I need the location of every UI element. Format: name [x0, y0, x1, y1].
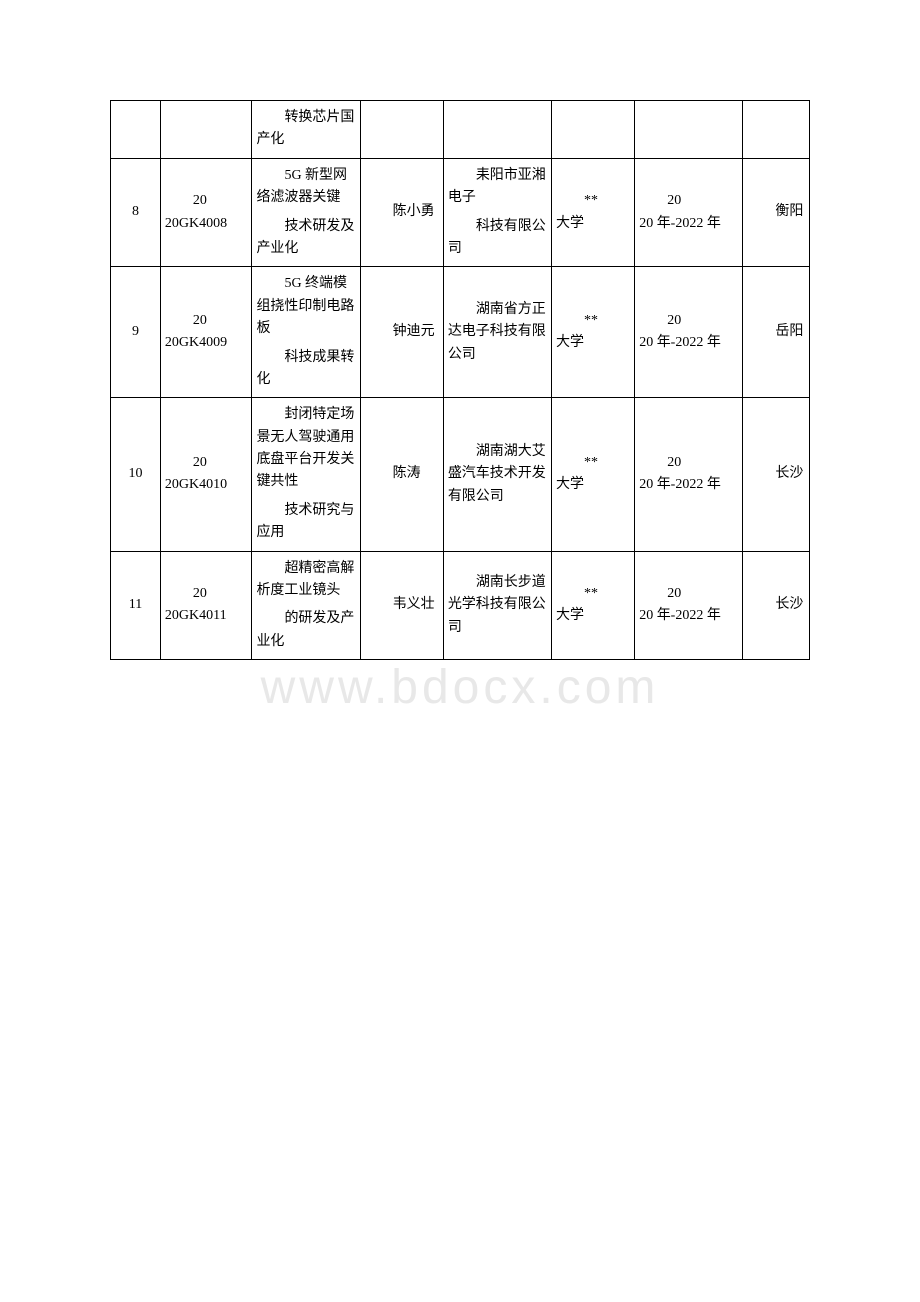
- topic-text-b: 技术研究与应用: [256, 500, 355, 545]
- cell-code: 20 20GK4008: [160, 158, 252, 267]
- cell-org: [443, 101, 551, 159]
- code-text-b: 20GK4008: [165, 213, 248, 235]
- cell-person: 陈小勇: [360, 158, 443, 267]
- cell-org: 湖南湖大艾盛汽车技术开发有限公司: [443, 398, 551, 551]
- cell-seq: 8: [111, 158, 161, 267]
- topic-text-b: 科技成果转化: [256, 347, 355, 392]
- cell-person: 钟迪元: [360, 267, 443, 398]
- table-row: 转换芯片国产化: [111, 101, 810, 159]
- cell-org: 湖南省方正达电子科技有限公司: [443, 267, 551, 398]
- cell-code: [160, 101, 252, 159]
- degree-text-a: **: [556, 190, 630, 212]
- cell-org: 耒阳市亚湘电子 科技有限公司: [443, 158, 551, 267]
- city-text: 长沙: [747, 594, 805, 616]
- cell-city: 长沙: [743, 551, 810, 660]
- city-text: 岳阳: [747, 321, 805, 343]
- cell-period: 20 20 年-2022 年: [635, 398, 743, 551]
- cell-code: 20 20GK4010: [160, 398, 252, 551]
- cell-degree: ** 大学: [551, 398, 634, 551]
- topic-text-a: 5G 终端模组挠性印制电路板: [256, 273, 355, 340]
- degree-text-b: 大学: [556, 474, 630, 496]
- cell-person: 韦义壮: [360, 551, 443, 660]
- period-text-a: 20: [639, 190, 738, 212]
- degree-text-a: **: [556, 452, 630, 474]
- org-text-b: 科技有限公司: [448, 216, 547, 261]
- topic-text: 转换芯片国产化: [256, 107, 355, 152]
- cell-topic: 转换芯片国产化: [252, 101, 360, 159]
- degree-text-a: **: [556, 310, 630, 332]
- code-text-a: 20: [165, 452, 248, 474]
- city-text: 衡阳: [747, 201, 805, 223]
- person-text: 韦义壮: [365, 594, 439, 616]
- degree-text-b: 大学: [556, 213, 630, 235]
- code-text-b: 20GK4009: [165, 332, 248, 354]
- table-row: 8 20 20GK4008 5G 新型网络滤波器关键 技术研发及产业化 陈小勇 …: [111, 158, 810, 267]
- topic-text-b: 的研发及产业化: [256, 608, 355, 653]
- person-text: 钟迪元: [365, 321, 439, 343]
- degree-text-b: 大学: [556, 605, 630, 627]
- watermark-text: www.bdocx.com: [261, 660, 660, 715]
- code-text-a: 20: [165, 190, 248, 212]
- org-text-a: 湖南省方正达电子科技有限公司: [448, 299, 547, 366]
- org-text-a: 湖南长步道光学科技有限公司: [448, 572, 547, 639]
- period-text-b: 20 年-2022 年: [639, 605, 738, 627]
- cell-period: 20 20 年-2022 年: [635, 551, 743, 660]
- cell-seq: 9: [111, 267, 161, 398]
- cell-seq: [111, 101, 161, 159]
- table-row: 10 20 20GK4010 封闭特定场景无人驾驶通用底盘平台开发关键共性 技术…: [111, 398, 810, 551]
- city-text: 长沙: [747, 463, 805, 485]
- cell-degree: ** 大学: [551, 267, 634, 398]
- cell-code: 20 20GK4009: [160, 267, 252, 398]
- cell-topic: 5G 终端模组挠性印制电路板 科技成果转化: [252, 267, 360, 398]
- cell-city: [743, 101, 810, 159]
- cell-city: 岳阳: [743, 267, 810, 398]
- person-text: 陈小勇: [365, 201, 439, 223]
- code-text-a: 20: [165, 583, 248, 605]
- period-text-a: 20: [639, 310, 738, 332]
- cell-seq: 11: [111, 551, 161, 660]
- cell-person: 陈涛: [360, 398, 443, 551]
- topic-text-a: 封闭特定场景无人驾驶通用底盘平台开发关键共性: [256, 404, 355, 494]
- org-text-a: 耒阳市亚湘电子: [448, 165, 547, 210]
- cell-seq: 10: [111, 398, 161, 551]
- cell-topic: 封闭特定场景无人驾驶通用底盘平台开发关键共性 技术研究与应用: [252, 398, 360, 551]
- data-table: 转换芯片国产化 8 20 20GK4008 5G 新型网络滤波器关键 技术研发及…: [110, 100, 810, 660]
- topic-text-b: 技术研发及产业化: [256, 216, 355, 261]
- degree-text-b: 大学: [556, 332, 630, 354]
- topic-text-a: 5G 新型网络滤波器关键: [256, 165, 355, 210]
- cell-topic: 5G 新型网络滤波器关键 技术研发及产业化: [252, 158, 360, 267]
- cell-period: 20 20 年-2022 年: [635, 158, 743, 267]
- cell-code: 20 20GK4011: [160, 551, 252, 660]
- topic-text-a: 超精密高解析度工业镜头: [256, 558, 355, 603]
- degree-text-a: **: [556, 583, 630, 605]
- code-text-b: 20GK4010: [165, 474, 248, 496]
- person-text: 陈涛: [365, 463, 439, 485]
- table-container: 转换芯片国产化 8 20 20GK4008 5G 新型网络滤波器关键 技术研发及…: [110, 100, 810, 660]
- cell-period: [635, 101, 743, 159]
- period-text-a: 20: [639, 452, 738, 474]
- cell-degree: ** 大学: [551, 551, 634, 660]
- period-text-a: 20: [639, 583, 738, 605]
- code-text-b: 20GK4011: [165, 605, 248, 627]
- period-text-b: 20 年-2022 年: [639, 474, 738, 496]
- cell-city: 长沙: [743, 398, 810, 551]
- cell-degree: ** 大学: [551, 158, 634, 267]
- cell-topic: 超精密高解析度工业镜头 的研发及产业化: [252, 551, 360, 660]
- table-row: 11 20 20GK4011 超精密高解析度工业镜头 的研发及产业化 韦义壮 湖…: [111, 551, 810, 660]
- cell-person: [360, 101, 443, 159]
- cell-period: 20 20 年-2022 年: [635, 267, 743, 398]
- period-text-b: 20 年-2022 年: [639, 332, 738, 354]
- cell-city: 衡阳: [743, 158, 810, 267]
- org-text-a: 湖南湖大艾盛汽车技术开发有限公司: [448, 441, 547, 508]
- cell-org: 湖南长步道光学科技有限公司: [443, 551, 551, 660]
- period-text-b: 20 年-2022 年: [639, 213, 738, 235]
- cell-degree: [551, 101, 634, 159]
- table-row: 9 20 20GK4009 5G 终端模组挠性印制电路板 科技成果转化 钟迪元 …: [111, 267, 810, 398]
- code-text-a: 20: [165, 310, 248, 332]
